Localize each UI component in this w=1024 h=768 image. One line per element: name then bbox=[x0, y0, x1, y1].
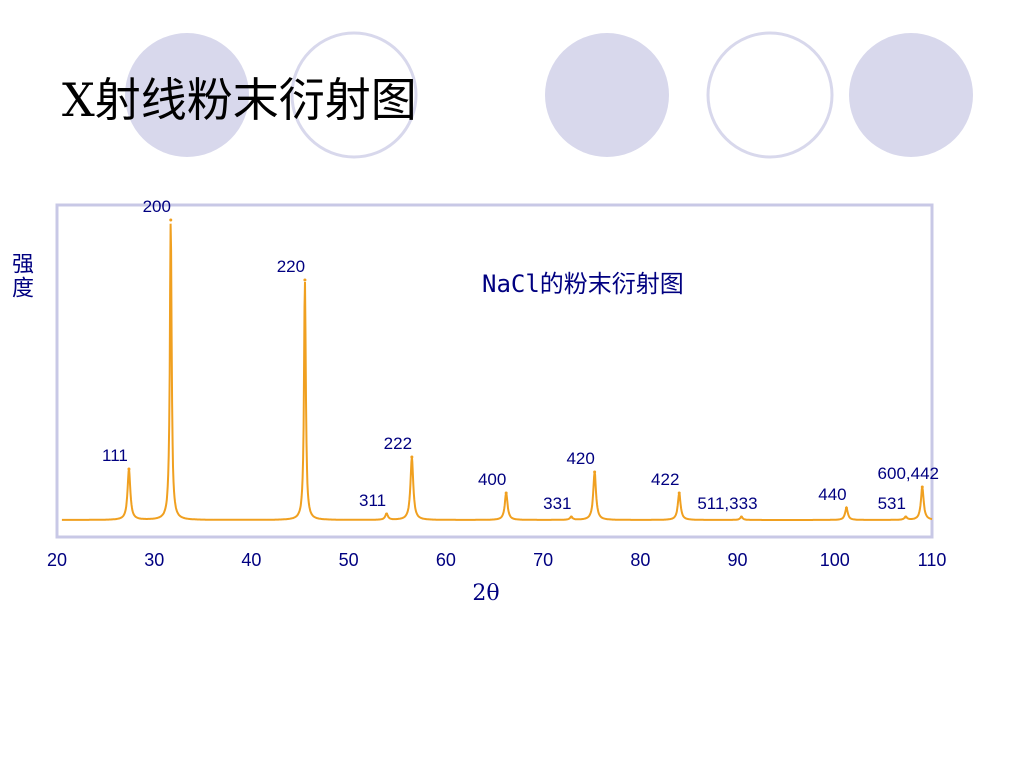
peak-point bbox=[303, 278, 307, 282]
x-tick-label: 30 bbox=[144, 550, 164, 570]
peak-point bbox=[569, 515, 573, 519]
x-tick-label: 40 bbox=[241, 550, 261, 570]
x-tick-label: 70 bbox=[533, 550, 553, 570]
peak-point bbox=[504, 491, 508, 495]
peak-label: 400 bbox=[478, 470, 506, 489]
peak-label: 311 bbox=[359, 491, 386, 510]
peak-point bbox=[739, 515, 743, 519]
peak-label: 331 bbox=[543, 494, 571, 513]
peak-point bbox=[904, 515, 908, 519]
peak-point bbox=[410, 455, 414, 459]
deco-circle-outline bbox=[706, 31, 834, 159]
x-tick-label: 100 bbox=[820, 550, 850, 570]
peak-label: 440 bbox=[818, 485, 846, 504]
peak-label: 511,333 bbox=[697, 494, 757, 513]
deco-circle-filled bbox=[849, 33, 973, 157]
x-tick-label: 60 bbox=[436, 550, 456, 570]
diffraction-line bbox=[61, 223, 933, 521]
peak-label: 422 bbox=[651, 470, 679, 489]
peak-label: 111 bbox=[102, 446, 128, 465]
deco-circle-filled bbox=[125, 33, 249, 157]
chart-title: NaCl的粉末衍射图 bbox=[482, 270, 684, 298]
peak-point bbox=[677, 491, 681, 495]
x-tick-label: 90 bbox=[728, 550, 748, 570]
y-axis-label: 强度 bbox=[8, 252, 33, 300]
peak-label: 222 bbox=[384, 434, 412, 453]
peak-label: 531 bbox=[878, 494, 906, 513]
x-tick-label: 20 bbox=[47, 550, 67, 570]
slide-title: X射线粉末衍射图 bbox=[62, 73, 417, 127]
deco-circle-filled bbox=[545, 33, 669, 157]
x-axis-label: 2θ bbox=[472, 581, 499, 606]
peak-label: 220 bbox=[277, 257, 305, 276]
peak-point bbox=[844, 506, 848, 510]
x-tick-label: 80 bbox=[630, 550, 650, 570]
peak-point bbox=[920, 485, 924, 489]
plot-frame bbox=[55, 203, 934, 539]
peak-label: 420 bbox=[566, 449, 594, 468]
x-tick-label: 110 bbox=[918, 550, 947, 570]
peak-label: 600,442 bbox=[878, 464, 939, 483]
peak-point bbox=[169, 218, 173, 222]
peak-label: 200 bbox=[143, 197, 171, 216]
peak-point bbox=[127, 467, 131, 471]
x-tick-label: 50 bbox=[339, 550, 359, 570]
peak-point bbox=[385, 512, 389, 516]
deco-circle-outline bbox=[290, 31, 418, 159]
peak-point bbox=[593, 470, 597, 474]
